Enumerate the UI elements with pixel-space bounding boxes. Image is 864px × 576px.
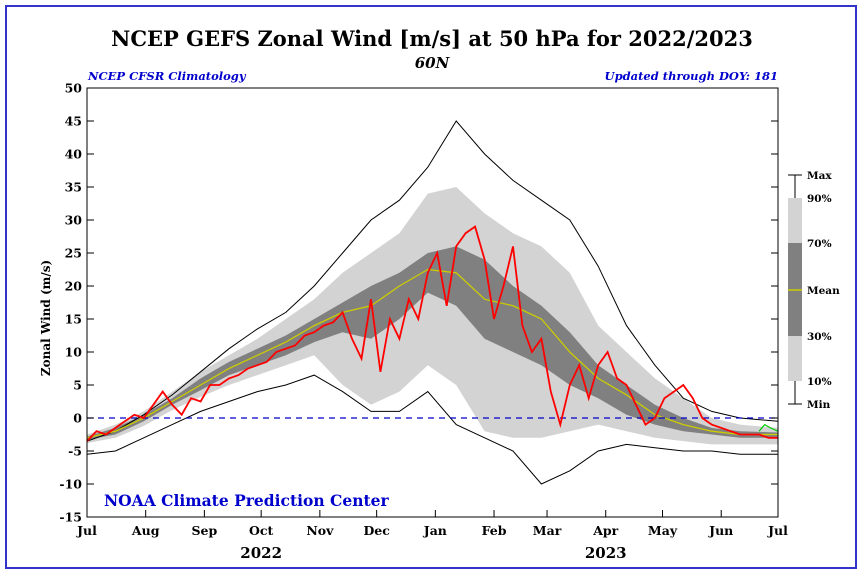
x-tick-label: Apr <box>592 523 618 538</box>
legend-label: Max <box>807 170 832 182</box>
plot-border <box>86 87 779 518</box>
y-tick-label: -15 <box>59 510 82 525</box>
y-tick-label: -5 <box>68 444 82 459</box>
y-tick-label: 15 <box>65 312 82 327</box>
min-line <box>86 374 778 485</box>
y-tick-label: 20 <box>65 279 83 294</box>
max-line <box>86 120 779 442</box>
mean-line <box>86 268 778 439</box>
legend-label: 90% <box>807 193 832 205</box>
climatology-note: NCEP CFSR Climatology <box>87 69 247 83</box>
data-lines <box>86 120 779 485</box>
y-tick-label: 35 <box>65 180 82 195</box>
band-10-90 <box>87 187 778 445</box>
year-label: 2022 <box>240 544 282 562</box>
chart-title: NCEP GEFS Zonal Wind [m/s] at 50 hPa for… <box>111 26 753 51</box>
x-tick-label: Jul <box>767 523 788 538</box>
legend-label: Mean <box>807 285 840 297</box>
x-tick-label: Jul <box>76 523 97 538</box>
year-label: 2023 <box>585 544 627 562</box>
climatology-bands <box>87 187 778 445</box>
y-tick-label: 50 <box>65 81 83 96</box>
x-tick-label: Jan <box>423 523 447 538</box>
x-tick-label: Aug <box>131 523 160 538</box>
x-tick-label: Oct <box>249 523 273 538</box>
legend-label: 70% <box>807 238 832 250</box>
credit-label: NOAA Climate Prediction Center <box>104 491 389 510</box>
x-tick-label: Feb <box>482 523 507 538</box>
chart-frame <box>5 5 857 569</box>
y-tick-label: 25 <box>65 246 82 261</box>
y-tick-label: 0 <box>73 411 82 426</box>
legend-label: 10% <box>807 376 832 388</box>
y-tick-label: 45 <box>65 114 82 129</box>
forecast-line <box>758 423 779 432</box>
y-tick-label: 10 <box>65 345 83 360</box>
x-tick-label: May <box>648 523 678 538</box>
y-tick-label: 5 <box>73 378 82 393</box>
band-30-70 <box>87 246 778 440</box>
legend-lower-light-box <box>788 336 802 381</box>
y-tick-label: 30 <box>65 213 83 228</box>
update-note: Updated through DOY: 181 <box>605 69 778 83</box>
x-tick-label: Nov <box>306 523 334 538</box>
y-tick-label: -10 <box>59 477 82 492</box>
legend-label: Min <box>807 399 831 411</box>
x-tick-label: Sep <box>192 523 218 538</box>
y-axis-label: Zonal Wind (m/s) <box>39 260 53 376</box>
chart-subtitle: 60N <box>415 54 451 72</box>
legend-upper-light-box <box>788 198 802 243</box>
observed-line <box>86 225 778 442</box>
legend-label: 30% <box>807 331 832 343</box>
x-tick-label: Dec <box>363 523 390 538</box>
legend: Max 90% 70% Mean 30% 10% Min <box>788 170 840 411</box>
y-tick-label: 40 <box>65 147 83 162</box>
x-tick-label: Jun <box>708 523 733 538</box>
x-tick-label: Mar <box>533 523 562 538</box>
